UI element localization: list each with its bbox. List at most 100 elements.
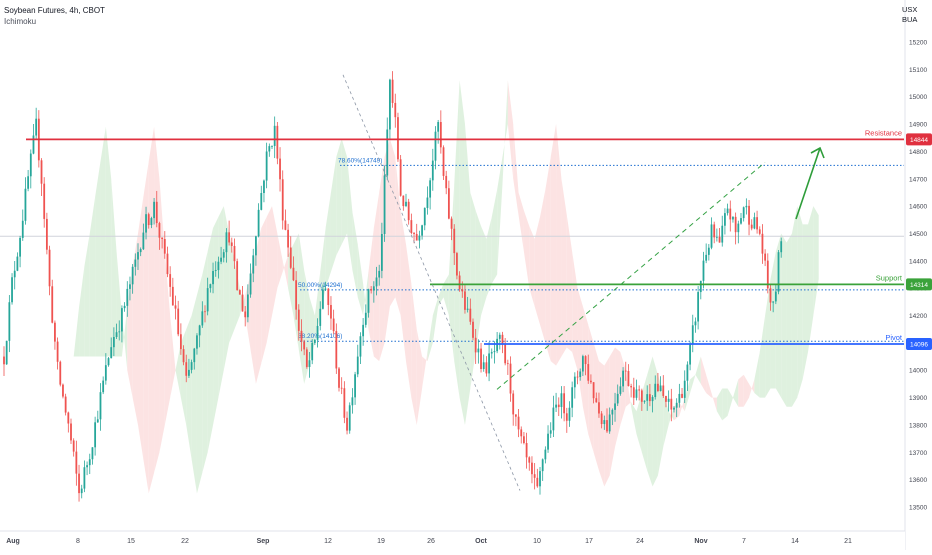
cloud-segment: [459, 80, 465, 425]
candle-body: [405, 201, 407, 207]
cloud-segment: [384, 138, 390, 343]
candle-body: [102, 380, 105, 393]
cloud-segment: [272, 206, 278, 316]
candle-body: [461, 289, 464, 292]
candle-body: [659, 385, 662, 391]
cloud-segment: [775, 233, 782, 398]
cloud-segment: [180, 329, 187, 425]
candle-body: [539, 471, 541, 487]
fibonacci-levels: 78.60%(14749) 50.00%(14294) 38.20%(14106): [298, 157, 904, 342]
y-tick-label: 14900: [909, 122, 927, 129]
candle-body: [474, 337, 477, 353]
candle-body: [399, 159, 402, 196]
candle-body: [421, 225, 423, 236]
cloud-segment: [749, 379, 755, 398]
cloud-segment: [732, 379, 739, 407]
cloud-segment: [679, 397, 685, 416]
candle-body: [225, 232, 228, 253]
candle-body: [289, 247, 292, 268]
candle-body: [592, 382, 595, 399]
candle-body: [263, 180, 265, 194]
fib-label: 38.20%(14106): [298, 333, 342, 340]
cloud-segment: [422, 352, 428, 389]
candle-body: [549, 430, 552, 434]
candle-body: [464, 291, 466, 310]
cloud-segment: [540, 189, 546, 343]
candle-body: [657, 383, 659, 391]
cloud-segment: [443, 274, 449, 316]
cloud-segment: [363, 271, 369, 330]
candle-body: [544, 449, 547, 460]
candle-body: [756, 217, 758, 230]
candle-body: [182, 349, 185, 363]
cloud-segment: [170, 315, 176, 398]
x-tick-label: Nov: [694, 538, 707, 545]
candle-body: [48, 249, 51, 287]
cloud-segment: [754, 352, 760, 398]
cloud-segment: [464, 124, 471, 425]
cloud-segment: [213, 217, 219, 425]
cloud-segment: [695, 356, 701, 384]
cloud-segment: [341, 138, 348, 245]
candle-body: [29, 153, 32, 177]
candle-body: [35, 118, 38, 136]
cloud-segment: [432, 297, 439, 343]
cloud-segment: [556, 124, 562, 366]
candle-body: [354, 374, 356, 398]
x-tick-label: 10: [533, 538, 541, 545]
candle-body: [88, 459, 91, 466]
cloud-segment: [572, 251, 578, 371]
candle-body: [715, 236, 718, 238]
candle-body: [11, 277, 13, 303]
candle-body: [702, 260, 705, 281]
candle-body: [482, 362, 485, 369]
y-tick-label: 14700: [909, 176, 927, 183]
cloud-segment: [577, 288, 583, 407]
candle-body: [622, 370, 624, 387]
candle-body: [45, 218, 48, 250]
candle-body: [490, 352, 493, 354]
candle-body: [273, 125, 276, 146]
candle-body: [761, 233, 764, 254]
candle-body: [64, 396, 67, 413]
candle-body: [179, 334, 182, 350]
candle-body: [681, 393, 683, 398]
candle-body: [322, 289, 324, 309]
candle-body: [729, 208, 732, 220]
candle-body: [193, 348, 196, 363]
candle-body: [643, 400, 646, 402]
candle-body: [201, 311, 204, 326]
candle-body: [19, 237, 21, 257]
candle-body: [439, 122, 442, 148]
cloud-segment: [229, 233, 235, 343]
cloud-segment: [593, 342, 599, 471]
cloud-segment: [448, 184, 455, 362]
cloud-segment: [127, 266, 133, 398]
candle-body: [126, 288, 129, 306]
candle-body: [431, 160, 434, 181]
cloud-segment: [138, 197, 144, 460]
candle-body: [147, 214, 150, 226]
x-tick-label: 14: [791, 538, 799, 545]
fib-label: 50.00%(14294): [298, 282, 342, 289]
cloud-segment: [100, 126, 106, 357]
candle-body: [667, 398, 670, 402]
level-label: Resistance: [865, 128, 902, 137]
level-price-text: 14314: [910, 282, 928, 289]
candle-body: [292, 267, 295, 281]
candle-body: [346, 417, 348, 431]
candle-body: [220, 257, 222, 262]
cloud-segment: [470, 192, 476, 389]
candle-body: [721, 225, 724, 243]
candle-body: [493, 351, 496, 353]
cloud-segment: [475, 210, 482, 352]
candle-body: [413, 232, 415, 234]
candle-body: [112, 336, 115, 348]
candle-body: [3, 356, 5, 365]
cloud-segment: [427, 315, 433, 362]
candle-body: [673, 407, 675, 410]
candle-body: [324, 288, 327, 290]
x-tick-label: 8: [76, 538, 80, 545]
x-tick-label: 19: [377, 538, 385, 545]
